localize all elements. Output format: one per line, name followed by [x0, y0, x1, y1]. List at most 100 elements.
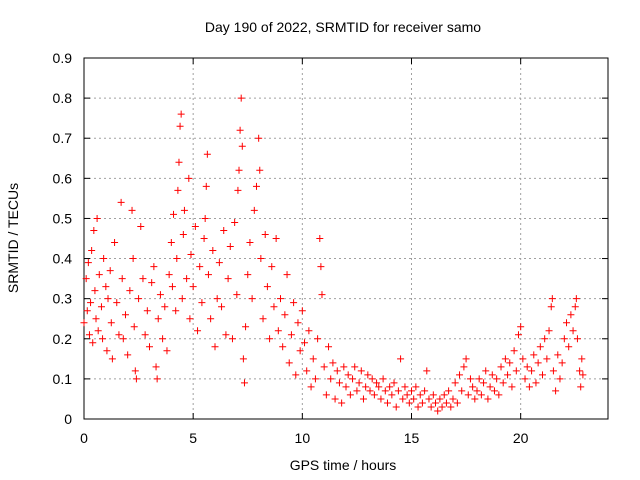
data-point — [539, 371, 546, 379]
data-point — [279, 343, 287, 351]
data-point — [545, 327, 553, 335]
data-point — [569, 327, 577, 335]
data-point — [80, 319, 88, 327]
data-point — [421, 387, 429, 395]
data-point — [565, 343, 573, 351]
y-tick-label: 0.6 — [53, 170, 73, 186]
data-point — [226, 243, 234, 251]
data-point — [287, 331, 295, 339]
data-point — [375, 383, 383, 391]
data-point — [303, 367, 311, 375]
data-point — [412, 383, 420, 391]
data-point — [427, 403, 435, 411]
data-point — [486, 383, 494, 391]
data-point — [156, 291, 164, 299]
x-tick-label: 15 — [404, 430, 420, 446]
data-point — [99, 335, 107, 343]
data-point — [83, 307, 91, 315]
data-point — [130, 323, 138, 331]
data-point — [331, 395, 339, 403]
data-point — [132, 375, 140, 383]
data-point — [349, 375, 357, 383]
data-point — [202, 182, 210, 190]
data-point — [154, 315, 162, 323]
data-point — [176, 122, 184, 130]
data-point — [185, 174, 193, 182]
data-point — [161, 303, 169, 311]
data-point — [281, 311, 289, 319]
data-point — [143, 307, 151, 315]
data-point — [373, 379, 381, 387]
data-point — [189, 283, 197, 291]
data-point — [449, 395, 457, 403]
data-point — [92, 315, 100, 323]
y-axis-label: SRMTID / TECUs — [5, 183, 21, 293]
data-point — [168, 283, 176, 291]
data-point — [370, 391, 378, 399]
data-point — [506, 359, 514, 367]
data-point — [556, 375, 564, 383]
data-point — [237, 94, 245, 102]
data-point — [270, 303, 278, 311]
data-point — [333, 367, 341, 375]
data-point — [277, 295, 284, 303]
data-point — [543, 355, 551, 363]
data-point — [504, 371, 512, 379]
data-point — [141, 331, 149, 339]
data-point — [183, 275, 191, 283]
data-point — [117, 198, 125, 206]
data-point — [263, 283, 271, 291]
data-point — [298, 307, 306, 315]
data-point — [82, 275, 90, 283]
data-point — [207, 315, 215, 323]
data-point — [90, 226, 98, 234]
data-point — [318, 291, 326, 299]
data-point — [88, 247, 96, 255]
data-point — [89, 339, 97, 347]
data-point — [573, 335, 581, 343]
data-point — [316, 235, 324, 242]
data-point — [425, 395, 433, 403]
data-point — [248, 295, 256, 303]
data-point — [475, 375, 483, 383]
data-point — [532, 379, 540, 387]
data-point — [220, 226, 228, 234]
data-point — [484, 395, 492, 403]
data-point — [351, 363, 359, 371]
data-point — [121, 311, 129, 319]
data-point — [401, 383, 409, 391]
data-point — [493, 375, 501, 383]
data-point — [368, 375, 376, 383]
data-point — [178, 295, 186, 303]
data-point — [106, 267, 114, 275]
data-point — [285, 359, 293, 367]
data-point — [203, 150, 211, 158]
data-point — [250, 206, 258, 214]
data-markers — [80, 94, 587, 415]
data-point — [113, 299, 121, 307]
data-point — [405, 399, 413, 407]
data-point — [175, 158, 183, 166]
data-point — [436, 395, 444, 403]
data-point — [364, 371, 372, 379]
data-point — [238, 142, 246, 150]
data-point — [512, 367, 520, 375]
data-point — [268, 263, 276, 271]
data-point — [560, 335, 568, 343]
data-point — [458, 387, 466, 395]
data-point — [418, 399, 426, 407]
data-point — [222, 331, 230, 339]
data-point — [408, 387, 415, 395]
data-point — [572, 295, 580, 303]
data-point — [534, 359, 542, 367]
data-point — [213, 295, 221, 303]
data-point — [272, 235, 280, 242]
data-point — [211, 343, 219, 351]
data-point — [124, 351, 132, 359]
data-point — [558, 359, 566, 367]
data-point — [355, 379, 363, 387]
data-point — [501, 355, 509, 363]
data-point — [119, 335, 127, 343]
data-point — [577, 383, 585, 391]
data-point — [362, 383, 370, 391]
